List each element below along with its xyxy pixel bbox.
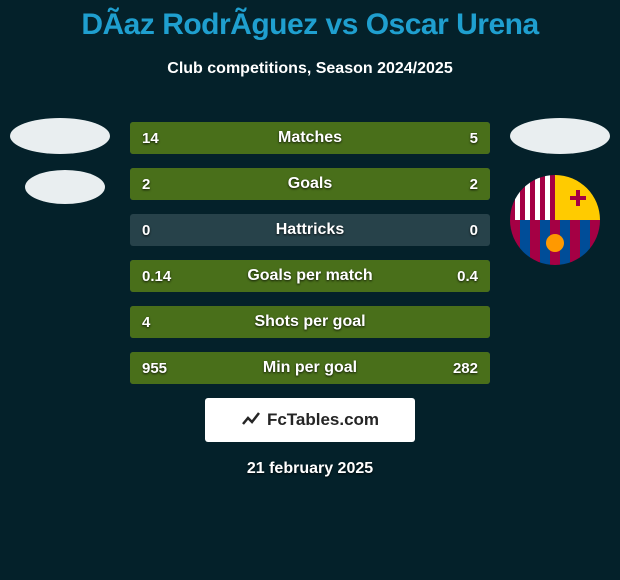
player-right-badge-top xyxy=(510,118,610,154)
stat-row: 4Shots per goal xyxy=(130,306,490,338)
footer-date: 21 february 2025 xyxy=(0,460,620,478)
page-title: DÃ­az RodrÃ­guez vs Oscar Urena xyxy=(0,0,620,42)
stat-label: Hattricks xyxy=(130,214,490,246)
stat-row: 955282Min per goal xyxy=(130,352,490,384)
stats-list: 145Matches 22Goals 00Hattricks 0.140.4Goals… xyxy=(130,122,490,398)
stat-label: Goals xyxy=(130,168,490,200)
stat-label: Min per goal xyxy=(130,352,490,384)
player-left-badge-bottom xyxy=(25,170,105,204)
player-left-badge-top xyxy=(10,118,110,154)
source-badge: FcTables.com xyxy=(205,398,415,442)
stat-row: 00Hattricks xyxy=(130,214,490,246)
stat-row: 0.140.4Goals per match xyxy=(130,260,490,292)
stat-row: 145Matches xyxy=(130,122,490,154)
subtitle: Club competitions, Season 2024/2025 xyxy=(0,60,620,78)
chart-icon xyxy=(241,410,261,430)
stat-row: 22Goals xyxy=(130,168,490,200)
comparison-card: DÃ­az RodrÃ­guez vs Oscar Urena Club com… xyxy=(0,0,620,580)
stat-label: Goals per match xyxy=(130,260,490,292)
stat-label: Matches xyxy=(130,122,490,154)
club-crest-icon xyxy=(510,175,600,265)
source-label: FcTables.com xyxy=(267,410,379,430)
stat-label: Shots per goal xyxy=(130,306,490,338)
